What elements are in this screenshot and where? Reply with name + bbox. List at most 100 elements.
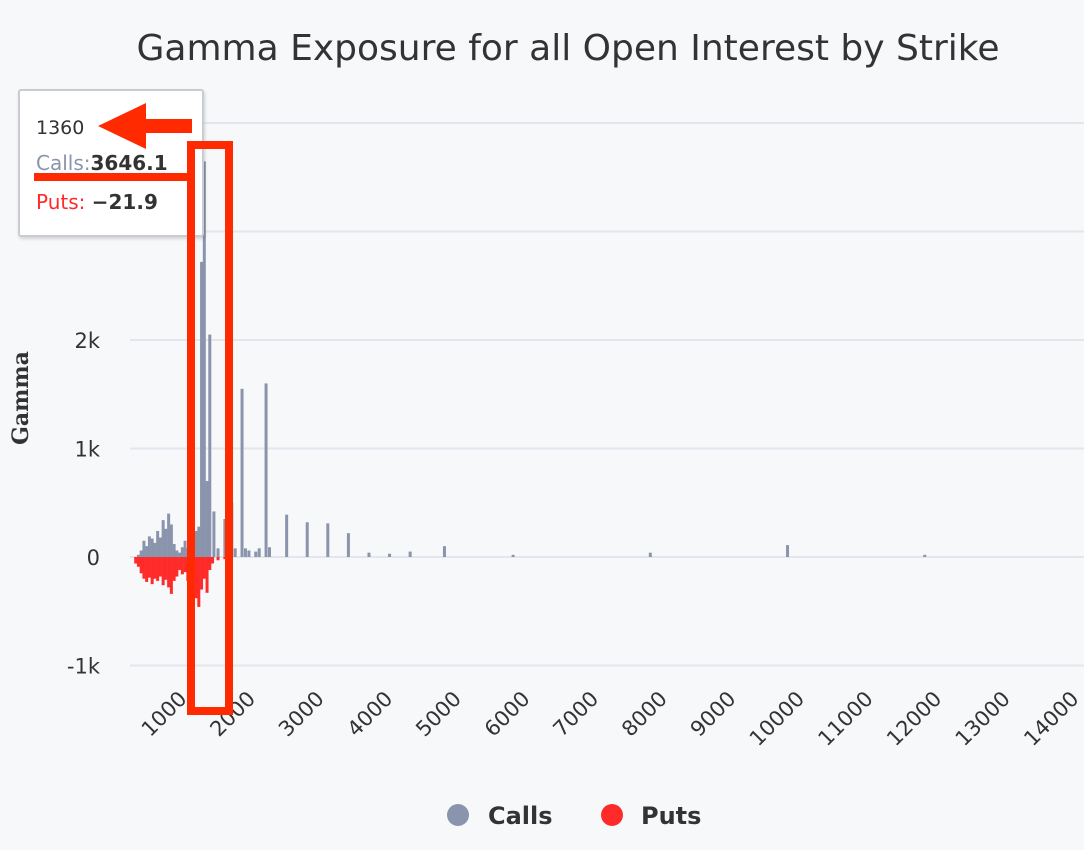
bar-puts[interactable]: [186, 557, 190, 581]
bar-calls[interactable]: [169, 524, 173, 557]
x-tick-label: 11000: [813, 687, 877, 751]
x-axis-ticks: 1000 2000 3000 4000 5000 6000 7000 8000 9000 1000…: [137, 687, 1084, 751]
bar-calls[interactable]: [167, 513, 171, 557]
bar-puts[interactable]: [175, 557, 179, 577]
bar-calls[interactable]: [305, 522, 309, 557]
bar-calls[interactable]: [183, 540, 187, 557]
bar-calls[interactable]: [648, 552, 652, 557]
bar-calls[interactable]: [247, 550, 251, 557]
bar-calls[interactable]: [153, 542, 157, 557]
bar-puts[interactable]: [191, 557, 195, 620]
bar-puts[interactable]: [136, 557, 140, 567]
tooltip-puts-label: Puts:: [36, 190, 86, 214]
bar-calls[interactable]: [264, 383, 268, 557]
legend-item-puts[interactable]: Puts: [601, 802, 701, 830]
bar-calls[interactable]: [156, 530, 160, 557]
bar-calls[interactable]: [147, 536, 151, 557]
x-tick-label: 10000: [745, 687, 809, 751]
legend[interactable]: Calls Puts: [447, 802, 701, 830]
bar-calls[interactable]: [164, 528, 168, 557]
bar-puts[interactable]: [194, 557, 198, 599]
bar-calls[interactable]: [230, 502, 234, 557]
y-tick-label: 2k: [74, 329, 100, 353]
bar-calls[interactable]: [189, 388, 193, 557]
bar-calls[interactable]: [216, 548, 220, 557]
bar-calls[interactable]: [180, 547, 184, 557]
bar-calls[interactable]: [223, 519, 227, 557]
bar-calls[interactable]: [194, 530, 198, 557]
bar-puts[interactable]: [208, 557, 212, 571]
bar-calls[interactable]: [408, 551, 412, 557]
bar-calls[interactable]: [511, 554, 515, 557]
x-tick-label: 13000: [951, 687, 1015, 751]
bar-calls[interactable]: [442, 546, 446, 557]
bar-puts[interactable]: [134, 557, 138, 564]
bar-puts[interactable]: [164, 557, 168, 580]
bar-puts[interactable]: [169, 557, 173, 594]
bar-puts[interactable]: [200, 557, 204, 590]
bar-calls[interactable]: [178, 552, 182, 557]
bar-calls[interactable]: [243, 548, 247, 557]
bar-calls[interactable]: [346, 533, 350, 557]
grid-lines: [130, 122, 1084, 667]
bar-puts[interactable]: [172, 557, 176, 581]
bar-calls[interactable]: [191, 534, 195, 557]
y-axis-label: Gamma: [8, 351, 34, 445]
bar-puts[interactable]: [142, 557, 146, 579]
bar-calls[interactable]: [326, 523, 330, 557]
bar-calls[interactable]: [233, 548, 237, 557]
bar-calls[interactable]: [172, 543, 176, 557]
bar-calls[interactable]: [205, 481, 209, 557]
tooltip-puts-row: Puts: −21.9: [36, 190, 158, 214]
bar-puts[interactable]: [158, 557, 162, 577]
bar-calls[interactable]: [139, 550, 143, 557]
bar-puts[interactable]: [147, 557, 151, 578]
bar-calls[interactable]: [240, 388, 244, 557]
bar-puts[interactable]: [216, 557, 220, 561]
bar-calls[interactable]: [142, 540, 146, 557]
bar-puts[interactable]: [161, 557, 165, 586]
bar-calls[interactable]: [285, 514, 289, 557]
bar-calls[interactable]: [186, 548, 190, 557]
bar-puts[interactable]: [189, 557, 193, 633]
bar-puts[interactable]: [145, 557, 149, 582]
bar-calls[interactable]: [200, 261, 204, 557]
bar-calls[interactable]: [158, 537, 162, 557]
legend-calls-marker: [447, 804, 469, 826]
bar-puts[interactable]: [205, 557, 209, 593]
bar-puts[interactable]: [139, 557, 143, 574]
bar-calls[interactable]: [197, 526, 201, 557]
bar-calls[interactable]: [208, 334, 212, 557]
bar-puts[interactable]: [223, 557, 227, 560]
bar-calls[interactable]: [161, 520, 165, 557]
tooltip-strike: 1360: [36, 117, 85, 139]
bar-puts[interactable]: [178, 557, 182, 571]
bar-puts[interactable]: [153, 557, 157, 579]
bar-puts[interactable]: [197, 557, 201, 607]
bar-calls[interactable]: [145, 546, 149, 557]
bar-calls[interactable]: [150, 538, 154, 557]
x-tick-label: 5000: [411, 687, 466, 742]
bar-puts[interactable]: [211, 557, 215, 564]
bar-calls[interactable]: [786, 545, 790, 557]
bar-calls[interactable]: [267, 547, 271, 557]
x-tick-label: 3000: [274, 687, 329, 742]
bar-calls[interactable]: [367, 552, 371, 557]
bar-puts[interactable]: [156, 557, 160, 581]
bar-calls[interactable]: [175, 550, 179, 557]
bar-calls[interactable]: [254, 551, 258, 557]
bar-calls[interactable]: [923, 554, 927, 557]
bar-puts[interactable]: [150, 557, 154, 585]
bar-puts[interactable]: [180, 557, 184, 575]
bar-puts[interactable]: [167, 557, 171, 588]
bar-calls[interactable]: [388, 553, 392, 557]
bar-puts[interactable]: [202, 557, 206, 579]
legend-item-calls[interactable]: Calls: [447, 802, 553, 830]
bar-calls[interactable]: [212, 511, 216, 557]
bar-puts[interactable]: [183, 557, 187, 573]
bar-calls[interactable]: [257, 548, 261, 557]
y-tick-label: 1k: [74, 438, 100, 462]
legend-puts-marker: [601, 804, 623, 826]
bar-calls[interactable]: [136, 554, 140, 557]
x-tick-label: 9000: [686, 687, 741, 742]
